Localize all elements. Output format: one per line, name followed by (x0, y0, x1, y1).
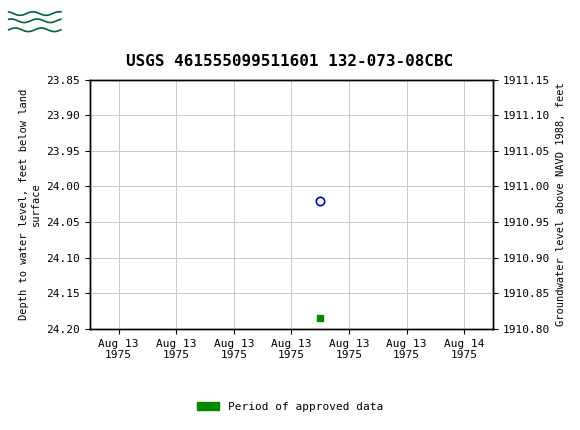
Bar (6, 4, 64, 41)
Text: USGS 461555099511601 132-073-08CBC: USGS 461555099511601 132-073-08CBC (126, 54, 454, 69)
Legend: Period of approved data: Period of approved data (193, 397, 387, 416)
Y-axis label: Groundwater level above NAVD 1988, feet: Groundwater level above NAVD 1988, feet (556, 83, 566, 326)
Text: USGS: USGS (70, 13, 129, 32)
Y-axis label: Depth to water level, feet below land
surface: Depth to water level, feet below land su… (19, 89, 41, 320)
